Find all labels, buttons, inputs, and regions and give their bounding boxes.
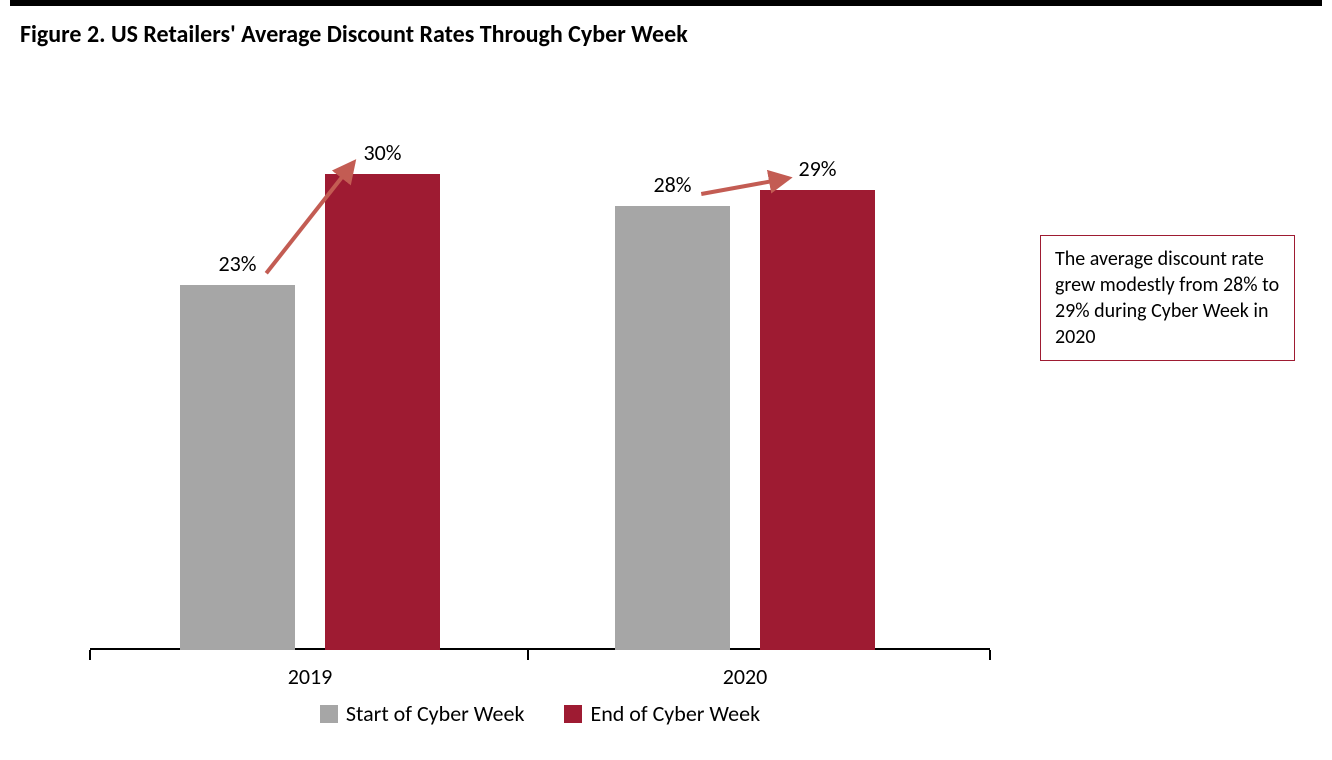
callout-text: The average discount rate grew modestly … bbox=[1055, 247, 1279, 349]
plot-region: 201923%30%202028%29% bbox=[90, 95, 990, 650]
legend: Start of Cyber Week End of Cyber Week bbox=[90, 700, 990, 727]
bar-value-label: 29% bbox=[798, 155, 836, 182]
x-axis-tick bbox=[89, 650, 91, 660]
bar-value-label: 28% bbox=[653, 171, 691, 198]
legend-swatch bbox=[320, 705, 338, 723]
figure-title: Figure 2. US Retailers' Average Discount… bbox=[20, 20, 688, 49]
x-axis-label: 2019 bbox=[288, 663, 333, 690]
x-axis-tick bbox=[989, 650, 991, 660]
legend-item-start: Start of Cyber Week bbox=[320, 700, 525, 727]
x-axis-tick bbox=[527, 650, 529, 660]
legend-swatch bbox=[564, 705, 582, 723]
callout-box: The average discount rate grew modestly … bbox=[1040, 235, 1295, 361]
bar-start bbox=[180, 285, 295, 650]
bar-value-label: 30% bbox=[363, 139, 401, 166]
bar-end bbox=[325, 174, 440, 650]
chart-area: 201923%30%202028%29% bbox=[90, 95, 990, 650]
legend-label: End of Cyber Week bbox=[590, 700, 760, 727]
legend-label: Start of Cyber Week bbox=[346, 700, 525, 727]
bar-end bbox=[760, 190, 875, 650]
bar-start bbox=[615, 206, 730, 650]
x-axis-label: 2020 bbox=[723, 663, 768, 690]
top-rule bbox=[10, 0, 1322, 6]
legend-item-end: End of Cyber Week bbox=[564, 700, 760, 727]
bar-value-label: 23% bbox=[218, 250, 256, 277]
